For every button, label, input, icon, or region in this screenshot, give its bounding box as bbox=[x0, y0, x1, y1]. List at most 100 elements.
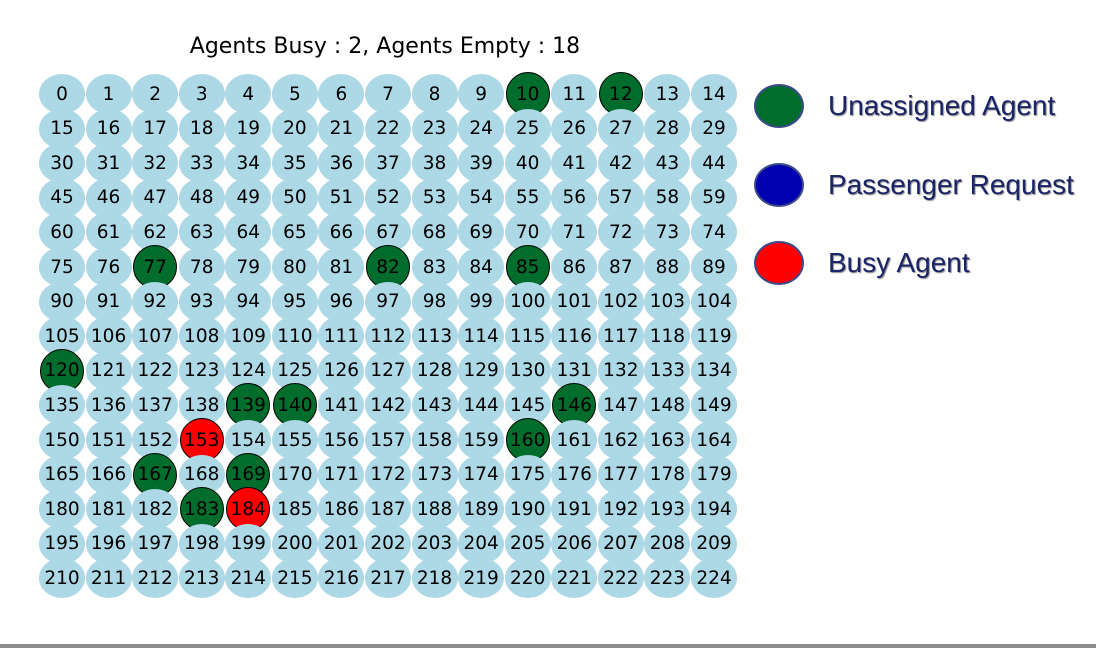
grid-node: 157 bbox=[364, 420, 411, 460]
grid-node: 224 bbox=[690, 558, 737, 599]
grid-node: 59 bbox=[690, 177, 737, 218]
grid-node: 166 bbox=[85, 454, 132, 495]
grid-node: 137 bbox=[132, 385, 179, 426]
grid-node: 42 bbox=[597, 143, 644, 184]
grid-node: 172 bbox=[364, 454, 411, 495]
grid-node: 3 bbox=[178, 74, 225, 114]
grid-node: 196 bbox=[85, 523, 132, 564]
grid-node: 192 bbox=[597, 489, 644, 530]
grid-node: 164 bbox=[690, 420, 737, 460]
grid-node: 150 bbox=[39, 420, 85, 460]
grid-node: 107 bbox=[132, 316, 179, 357]
grid-node: 54 bbox=[458, 177, 505, 218]
grid-node: 66 bbox=[318, 212, 365, 253]
grid-node: 179 bbox=[690, 454, 737, 495]
grid-node: 90 bbox=[39, 281, 85, 322]
grid-node: 1 bbox=[85, 74, 132, 114]
grid-node: 63 bbox=[178, 212, 225, 253]
grid-node: 109 bbox=[225, 316, 272, 357]
grid-node: 143 bbox=[411, 385, 458, 426]
grid-node: 43 bbox=[644, 143, 691, 184]
grid-node: 87 bbox=[597, 247, 644, 287]
grid-node: 188 bbox=[411, 489, 458, 530]
grid-node: 28 bbox=[644, 108, 691, 149]
grid-node: 91 bbox=[85, 281, 132, 322]
grid-node: 89 bbox=[690, 247, 737, 287]
grid-node: 5 bbox=[271, 74, 318, 114]
grid-node: 18 bbox=[178, 108, 225, 149]
grid-node: 83 bbox=[411, 247, 458, 287]
grid-node: 182 bbox=[132, 489, 179, 530]
grid-node: 144 bbox=[458, 385, 505, 426]
grid-node: 44 bbox=[690, 143, 737, 184]
grid-node: 221 bbox=[551, 558, 598, 599]
grid-node: 123 bbox=[178, 350, 225, 391]
grid-node: 6 bbox=[318, 74, 365, 114]
grid-node: 55 bbox=[504, 177, 551, 218]
grid-node: 97 bbox=[364, 281, 411, 322]
grid-node: 38 bbox=[411, 143, 458, 184]
grid-node: 52 bbox=[364, 177, 411, 218]
grid-node: 191 bbox=[551, 489, 598, 530]
grid-node: 99 bbox=[458, 281, 505, 322]
grid-node: 210 bbox=[39, 558, 85, 599]
grid-node: 45 bbox=[39, 177, 85, 218]
grid-node: 60 bbox=[39, 212, 85, 253]
grid-node: 53 bbox=[411, 177, 458, 218]
grid-node: 111 bbox=[318, 316, 365, 357]
grid-node: 203 bbox=[411, 523, 458, 564]
grid-node: 41 bbox=[551, 143, 598, 184]
grid-node: 16 bbox=[85, 108, 132, 149]
grid-node: 48 bbox=[178, 177, 225, 218]
grid-node: 26 bbox=[551, 108, 598, 149]
grid-node: 121 bbox=[85, 350, 132, 391]
grid-node: 132 bbox=[597, 350, 644, 391]
grid-node: 129 bbox=[458, 350, 505, 391]
grid-node: 95 bbox=[271, 281, 318, 322]
grid-node: 114 bbox=[458, 316, 505, 357]
grid-node: 100 bbox=[504, 281, 551, 322]
grid-node: 198 bbox=[178, 523, 225, 564]
grid-node: 185 bbox=[271, 489, 318, 530]
grid-node: 222 bbox=[597, 558, 644, 599]
grid-node: 219 bbox=[458, 558, 505, 599]
grid-node: 204 bbox=[458, 523, 505, 564]
grid-node: 15 bbox=[39, 108, 85, 149]
grid-node: 13 bbox=[644, 74, 691, 114]
grid-node: 220 bbox=[504, 558, 551, 599]
grid-node: 136 bbox=[85, 385, 132, 426]
grid-node: 21 bbox=[318, 108, 365, 149]
grid-node: 171 bbox=[318, 454, 365, 495]
grid-node: 88 bbox=[644, 247, 691, 287]
grid-node: 141 bbox=[318, 385, 365, 426]
grid-node: 116 bbox=[551, 316, 598, 357]
grid-node: 133 bbox=[644, 350, 691, 391]
legend-item-unassigned: Unassigned Agent bbox=[754, 84, 1055, 128]
grid-node: 51 bbox=[318, 177, 365, 218]
grid-node: 78 bbox=[178, 247, 225, 287]
grid-node: 124 bbox=[225, 350, 272, 391]
grid-node: 104 bbox=[690, 281, 737, 322]
grid-node: 173 bbox=[411, 454, 458, 495]
grid-node: 35 bbox=[271, 143, 318, 184]
grid-node: 47 bbox=[132, 177, 179, 218]
grid-node: 61 bbox=[85, 212, 132, 253]
grid-node: 27 bbox=[597, 108, 644, 149]
grid-node: 193 bbox=[644, 489, 691, 530]
legend-label-passenger: Passenger Request bbox=[828, 169, 1074, 200]
grid-node: 102 bbox=[597, 281, 644, 322]
grid-node: 201 bbox=[318, 523, 365, 564]
grid-node: 135 bbox=[39, 385, 85, 426]
grid-node: 217 bbox=[364, 558, 411, 599]
legend-item-passenger: Passenger Request bbox=[754, 163, 1074, 207]
grid-node: 213 bbox=[178, 558, 225, 599]
grid-node: 186 bbox=[318, 489, 365, 530]
grid-node: 49 bbox=[225, 177, 272, 218]
grid-node: 155 bbox=[271, 420, 318, 460]
grid-node: 33 bbox=[178, 143, 225, 184]
grid-node: 108 bbox=[178, 316, 225, 357]
grid-node: 34 bbox=[225, 143, 272, 184]
grid-node: 68 bbox=[411, 212, 458, 253]
grid-node: 189 bbox=[458, 489, 505, 530]
grid-node: 40 bbox=[504, 143, 551, 184]
